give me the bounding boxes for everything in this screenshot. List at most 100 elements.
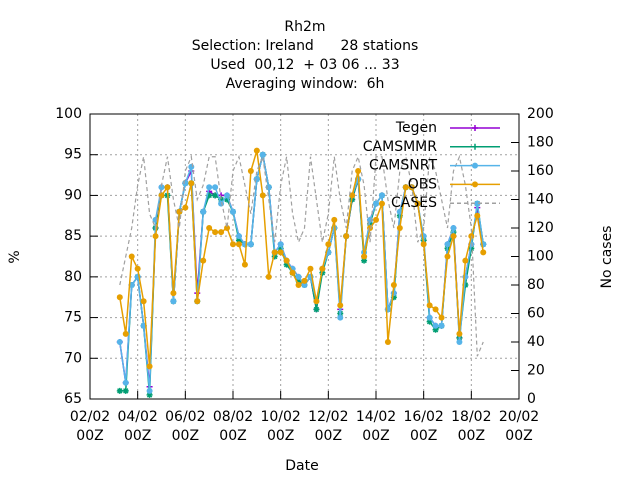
x-tick-label: 08/02 00Z — [212, 409, 254, 444]
point — [295, 273, 302, 280]
point — [146, 387, 153, 394]
point — [378, 200, 385, 207]
point — [390, 282, 397, 288]
legend-label: Tegen — [395, 120, 437, 136]
point — [230, 241, 236, 248]
point — [367, 225, 374, 231]
point — [343, 233, 350, 240]
point — [170, 290, 177, 297]
point — [277, 249, 284, 256]
point — [402, 184, 409, 191]
y2-tick-label: 80 — [527, 277, 545, 293]
y-tick-label: 65 — [64, 391, 82, 407]
point — [116, 387, 123, 394]
point — [313, 298, 320, 305]
plot-border — [89, 113, 520, 400]
point — [259, 151, 266, 158]
point — [230, 208, 236, 215]
y-tick-label: 80 — [64, 269, 82, 285]
point — [277, 241, 284, 248]
point — [438, 314, 445, 321]
point — [247, 168, 254, 174]
point — [337, 314, 344, 321]
series-line — [119, 154, 484, 357]
point — [134, 265, 141, 272]
point — [122, 330, 129, 337]
y2-tick-label: 120 — [527, 220, 554, 236]
point — [355, 168, 362, 174]
point — [337, 302, 344, 309]
point — [307, 265, 314, 272]
point — [361, 257, 368, 264]
point — [378, 192, 385, 199]
chart-title: Selection: Ireland 28 stations — [192, 38, 419, 54]
y2-tick-label: 200 — [527, 106, 554, 122]
point — [235, 233, 242, 240]
y2-tick-label: 0 — [527, 391, 536, 407]
point — [373, 200, 379, 207]
point — [224, 192, 231, 199]
point — [140, 298, 147, 305]
point — [462, 257, 469, 264]
point — [456, 330, 463, 337]
legend-marker — [472, 125, 478, 131]
y-tick-label: 100 — [55, 106, 82, 122]
point — [325, 241, 332, 248]
point — [384, 339, 391, 345]
point — [432, 322, 439, 329]
point — [253, 147, 260, 154]
point — [319, 265, 326, 272]
point — [450, 225, 457, 231]
x-tick-label: 02/02 00Z — [69, 409, 111, 444]
point — [212, 229, 219, 236]
point — [373, 216, 379, 223]
point — [182, 180, 189, 187]
point — [283, 261, 290, 268]
point — [474, 212, 481, 219]
point — [164, 184, 171, 191]
point — [200, 208, 207, 215]
point — [420, 241, 427, 248]
x-tick-label: 14/02 00Z — [355, 409, 397, 444]
point — [206, 225, 213, 231]
point — [426, 318, 433, 325]
legend-marker — [472, 143, 478, 150]
x-tick-label: 12/02 00Z — [308, 409, 349, 444]
point — [170, 298, 177, 305]
y2-tick-label: 160 — [527, 163, 554, 179]
legend-marker — [472, 162, 478, 169]
chart-title: Used 00,12 + 03 06 ... 33 — [210, 57, 399, 73]
point — [474, 200, 481, 207]
point — [450, 233, 457, 240]
point — [218, 229, 225, 236]
point — [122, 379, 129, 386]
point — [271, 249, 278, 256]
chart-title: Rh2m — [284, 19, 325, 35]
point — [224, 196, 231, 203]
x-axis-label: Date — [285, 458, 318, 474]
point — [313, 306, 320, 313]
point — [235, 237, 242, 244]
y2-tick-label: 20 — [527, 363, 545, 379]
point — [200, 257, 207, 264]
point — [253, 176, 260, 183]
x-tick-label: 06/02 00Z — [165, 409, 206, 444]
point — [349, 192, 356, 199]
point — [438, 322, 445, 329]
point — [480, 249, 487, 256]
point — [122, 387, 129, 394]
point — [212, 192, 219, 199]
point — [271, 253, 278, 260]
point — [158, 184, 165, 191]
point — [283, 257, 290, 264]
point — [194, 298, 201, 305]
point — [188, 180, 195, 187]
point — [218, 200, 225, 207]
legend-label: OBS — [408, 176, 437, 192]
chart-title: Averaging window: 6h — [226, 76, 385, 92]
point — [116, 339, 123, 345]
point — [396, 225, 403, 231]
point — [146, 391, 153, 398]
x-tick-label: 16/02 00Z — [403, 409, 444, 444]
